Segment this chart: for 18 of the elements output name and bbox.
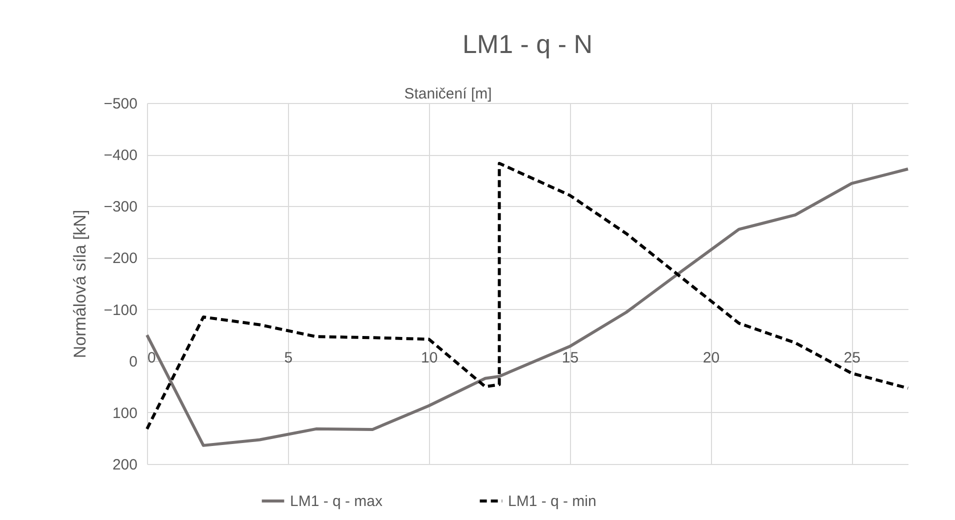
x-tick-label: 10 [421, 349, 438, 366]
chart-title: LM1 - q - N [462, 29, 593, 59]
legend-label: LM1 - q - max [290, 493, 384, 510]
x-tick-label: 15 [562, 349, 579, 366]
x-tick-label: 5 [284, 349, 293, 366]
y-tick-label: −300 [104, 198, 138, 216]
y-axis-title: Normálová síla [kN] [70, 210, 90, 358]
y-tick-label: −200 [104, 250, 138, 268]
y-tick-label: 100 [112, 404, 138, 422]
y-tick-label: −100 [104, 302, 138, 319]
legend-label: LM1 - q - min [508, 493, 596, 510]
x-tick-label: 25 [844, 349, 860, 366]
y-tick-label: 200 [112, 456, 138, 474]
y-tick-label: −400 [104, 147, 138, 164]
x-tick-label: 20 [702, 349, 720, 366]
y-tick-label: −500 [104, 96, 138, 112]
x-tick-label: 0 [148, 349, 156, 366]
x-axis-title: Staničení [m] [404, 86, 492, 102]
